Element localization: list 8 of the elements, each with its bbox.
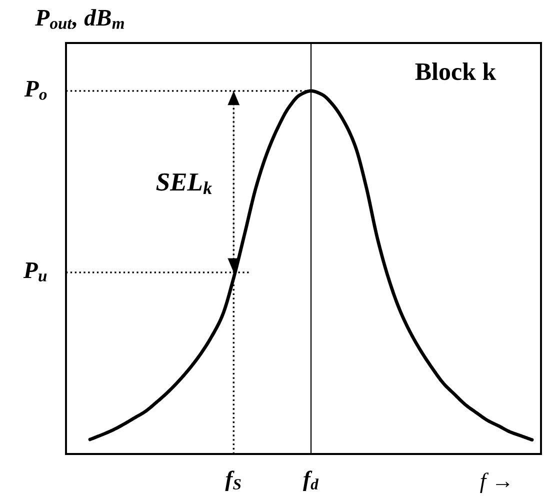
x-tick-label: f$_{d}$ bbox=[303, 470, 319, 492]
ref-line-label: P$_{u}$ bbox=[23, 262, 47, 282]
x-tick-label: f$_{S}$ bbox=[225, 470, 241, 492]
ref-line-label: P$_{o}$ bbox=[24, 81, 47, 100]
y-axis-title: P$_{out}$, dB$_{m}$ bbox=[35, 9, 124, 30]
x-axis-title: f → bbox=[480, 472, 510, 493]
text: Block k bbox=[415, 62, 496, 80]
annotation: SEL$_{k}$ bbox=[156, 173, 212, 194]
